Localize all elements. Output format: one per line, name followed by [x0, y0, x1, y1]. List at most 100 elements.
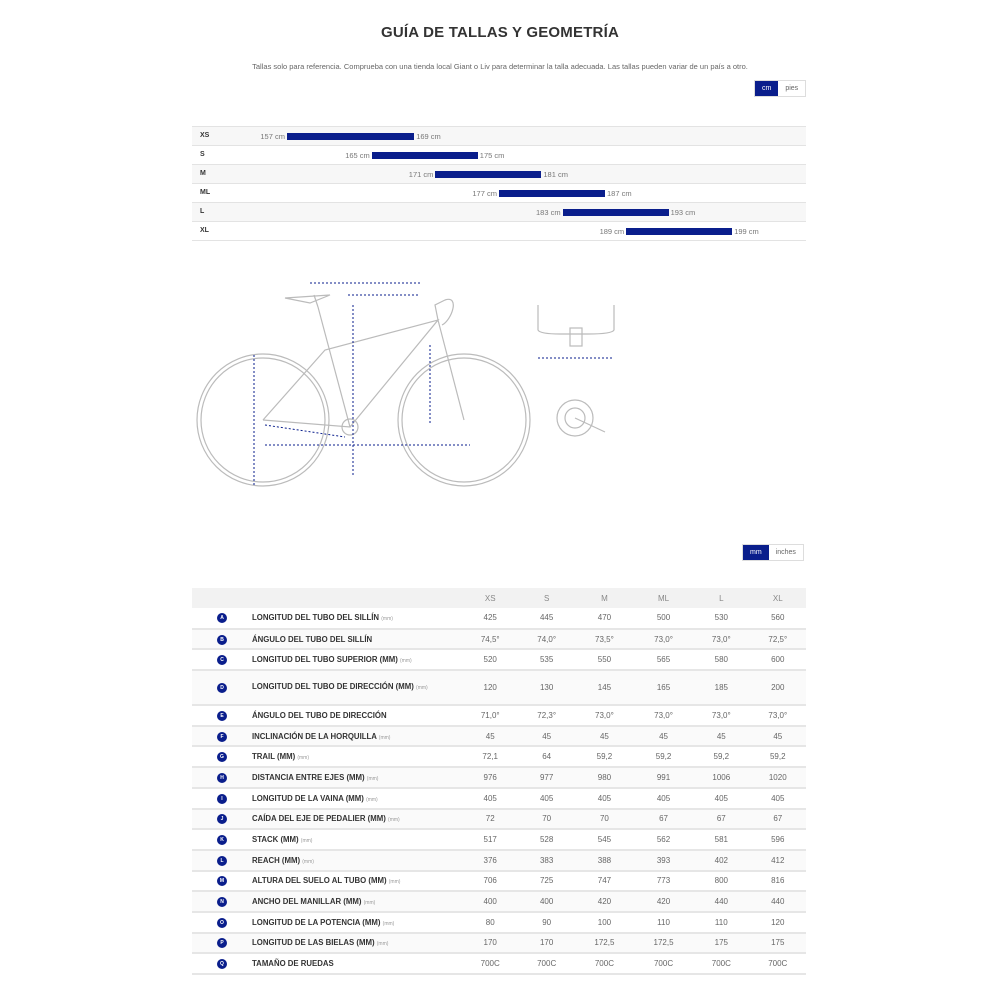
unit-label: (mm): [416, 685, 428, 692]
dimension-label: ÁNGULO DEL TUBO DEL SILLÍN: [252, 634, 373, 644]
page-title: GUÍA DE TALLAS Y GEOMETRÍA: [381, 24, 619, 41]
min-height-label: 183 cm: [535, 208, 561, 217]
value-cell: 700C: [518, 953, 575, 975]
value-cell: 170: [518, 932, 575, 955]
min-height-label: 165 cm: [345, 151, 370, 160]
unit-label: (mm): [300, 838, 313, 845]
dimension-label: LONGITUD DE LAS BIELAS (MM): [252, 938, 375, 948]
max-height-label: 181 cm: [543, 170, 568, 179]
height-range-bar: [287, 133, 415, 140]
value-cell: 73,0°: [633, 705, 694, 727]
unit-label: (mm): [302, 858, 314, 865]
table-row: P LONGITUD DE LAS BIELAS (MM) (mm) 170 170…: [192, 932, 806, 955]
unit-label: (mm): [363, 900, 376, 907]
unit-label: (mm): [382, 920, 395, 927]
table-row: G TRAIL (MM) (mm) 72,1 64 59,2 59,2 59,2 59,2: [192, 746, 806, 769]
value-cell: 530: [693, 608, 750, 630]
table-row: Q TAMAÑO DE RUEDAS 700C 700C 700C 700C 700C 7…: [192, 953, 806, 975]
max-height-label: 169 cm: [416, 132, 441, 141]
value-cell: 440: [749, 891, 806, 913]
dimension-key-badge: B: [217, 634, 227, 645]
handlebar-crank-diagram: [537, 305, 615, 437]
size-label: XL: [200, 227, 209, 234]
value-cell: 73,0°: [633, 628, 694, 651]
value-cell: 700C: [749, 953, 806, 975]
value-cell: 67: [633, 808, 694, 831]
unit-cm-button[interactable]: cm: [755, 81, 779, 96]
dimension-key-badge: G: [217, 752, 227, 763]
value-cell: 816: [749, 870, 806, 893]
dimension-key-badge: J: [217, 814, 227, 825]
value-cell: 376: [462, 849, 519, 872]
dimension-label: LONGITUD DE LA VAINA (MM): [252, 793, 364, 803]
height-unit-toggle: cm pies: [754, 80, 807, 97]
table-row: K STACK (MM) (mm) 517 528 545 562 581 596: [192, 829, 806, 851]
value-cell: 73,0°: [693, 628, 750, 651]
dimension-key-badge: P: [217, 938, 227, 949]
value-cell: 562: [633, 829, 694, 851]
value-cell: 74,0°: [518, 628, 575, 651]
value-cell: 393: [633, 849, 694, 872]
value-cell: 581: [693, 829, 750, 851]
size-row: ML 177 cm 187 cm: [192, 184, 806, 203]
unit-label: (mm): [297, 755, 310, 762]
table-row: F INCLINACIÓN DE LA HORQUILLA (mm) 45 45 45…: [192, 725, 806, 748]
value-cell: 706: [462, 870, 519, 893]
bike-outline: [196, 294, 531, 487]
value-cell: 470: [574, 608, 634, 630]
dimension-key-badge: I: [217, 793, 227, 804]
value-cell: 405: [574, 787, 634, 810]
dimension-label: REACH (MM): [252, 855, 301, 865]
table-row: C LONGITUD DEL TUBO SUPERIOR (MM) (mm) 52…: [192, 649, 806, 672]
value-cell: 120: [749, 911, 806, 934]
table-row: L REACH (MM) (mm) 376 383 388 393 402 412: [192, 849, 806, 872]
value-cell: 80: [462, 911, 519, 934]
column-header: L: [693, 588, 750, 608]
geometry-table: XS S M ML L XL A LONGITUD DEL TUBO DEL SILLÍN…: [192, 588, 806, 975]
value-cell: 73,0°: [693, 705, 750, 727]
value-cell: 45: [749, 725, 806, 748]
dimension-key-badge: L: [217, 855, 227, 866]
unit-label: (mm): [378, 734, 391, 741]
unit-feet-button[interactable]: pies: [778, 81, 806, 96]
min-height-label: 157 cm: [260, 132, 285, 141]
table-row: H DISTANCIA ENTRE EJES (MM) (mm) 976 977 98…: [192, 767, 806, 789]
value-cell: 977: [518, 767, 575, 789]
value-cell: 172,5: [633, 932, 694, 955]
value-cell: 100: [574, 911, 634, 934]
size-height-chart: XS 157 cm 169 cm S 165 cm 175 cm M 171 cm …: [192, 126, 806, 241]
dimension-label: DISTANCIA ENTRE EJES (MM): [252, 772, 365, 782]
unit-label: (mm): [388, 879, 401, 886]
value-cell: 72,5°: [749, 628, 806, 651]
bike-geometry-diagram: [196, 282, 531, 487]
value-cell: 73,0°: [749, 705, 806, 727]
max-height-label: 199 cm: [734, 227, 759, 236]
dimension-label: ANCHO DEL MANILLAR (MM): [252, 897, 362, 907]
value-cell: 72,3°: [518, 705, 575, 727]
dimension-key-badge: K: [217, 835, 227, 846]
height-range-bar: [562, 209, 669, 216]
unit-mm-button[interactable]: mm: [743, 545, 769, 560]
unit-inches-button[interactable]: inches: [768, 545, 803, 560]
value-cell: 130: [518, 670, 575, 707]
value-cell: 405: [462, 787, 519, 810]
dimension-label: LONGITUD DEL TUBO DE DIRECCIÓN (MM): [252, 682, 414, 692]
value-cell: 520: [462, 649, 519, 672]
value-cell: 528: [518, 829, 575, 851]
value-cell: 59,2: [633, 746, 694, 769]
size-label: M: [200, 170, 206, 177]
table-row: A LONGITUD DEL TUBO DEL SILLÍN (mm) 425 44…: [192, 608, 806, 630]
value-cell: 45: [518, 725, 575, 748]
table-header: XS S M ML L XL: [192, 588, 806, 608]
height-range-bar: [371, 152, 478, 159]
height-range-bar: [435, 171, 542, 178]
value-cell: 200: [749, 670, 806, 707]
max-height-label: 175 cm: [479, 151, 505, 160]
value-cell: 72: [462, 808, 519, 831]
value-cell: 991: [633, 767, 694, 789]
size-row: S 165 cm 175 cm: [192, 146, 806, 165]
value-cell: 405: [749, 787, 806, 810]
table-row: O LONGITUD DE LA POTENCIA (MM) (mm) 80 90 1…: [192, 911, 806, 934]
value-cell: 165: [633, 670, 694, 707]
value-cell: 73,5°: [574, 628, 634, 651]
